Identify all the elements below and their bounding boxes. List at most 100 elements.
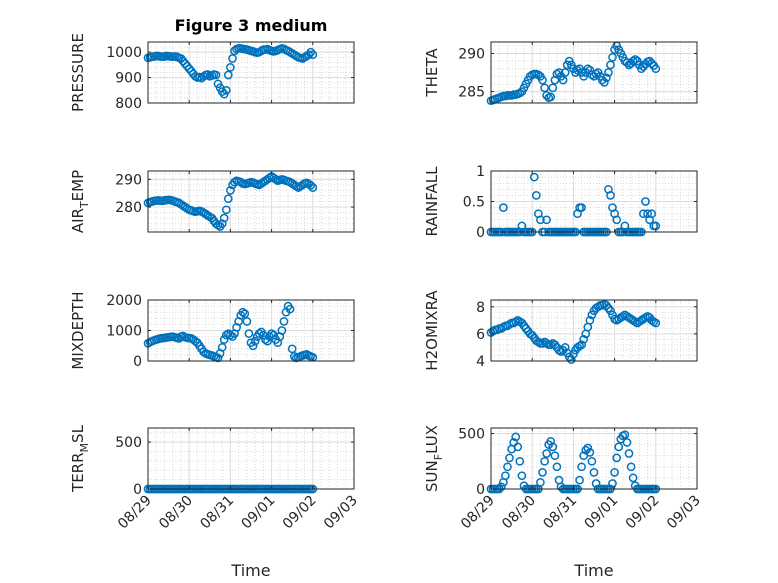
data-point xyxy=(612,215,622,225)
data-point xyxy=(517,471,527,481)
data-point xyxy=(217,219,227,229)
data-point xyxy=(577,340,586,350)
y-tick-label: 0.5 xyxy=(463,195,485,211)
data-point xyxy=(651,64,661,74)
data-point xyxy=(560,68,570,77)
data-point xyxy=(599,78,609,87)
data-point xyxy=(267,329,276,338)
data-point xyxy=(263,336,272,346)
y-tick-label: 0 xyxy=(476,225,485,241)
data-point xyxy=(238,307,248,317)
data-point xyxy=(647,209,657,219)
data-point xyxy=(223,194,233,204)
data-point xyxy=(250,336,260,346)
subplot-3: 280 290 AIRTEMP xyxy=(69,170,355,233)
data-point xyxy=(511,432,521,442)
data-point xyxy=(612,453,622,463)
subplot-1: 800 900 1000 PRESSURE xyxy=(69,33,355,112)
y-axis-label: RAINFALL xyxy=(423,166,441,237)
y-tick-label: 280 xyxy=(115,200,142,216)
data-point xyxy=(184,64,194,74)
data-point xyxy=(566,355,576,364)
data-point xyxy=(550,451,560,461)
y-tick-label: 1000 xyxy=(106,45,142,61)
data-point xyxy=(614,442,624,452)
y-axis-label: TERRMSL xyxy=(69,424,91,493)
data-point xyxy=(226,63,235,72)
data-point xyxy=(606,191,615,200)
axes-box xyxy=(490,299,698,362)
data-point xyxy=(540,83,549,93)
data-point xyxy=(542,215,551,225)
data-point xyxy=(289,352,299,361)
y-tick-label: 0 xyxy=(476,482,485,498)
y-axis-label: H2OMIXRA xyxy=(423,290,441,371)
data-point xyxy=(203,70,213,79)
x-axis-label-left: Time xyxy=(230,561,270,580)
data-point xyxy=(180,59,190,68)
axes-box xyxy=(147,427,355,490)
data-point xyxy=(597,75,607,85)
data-point xyxy=(604,68,613,77)
data-point xyxy=(536,477,545,487)
axes-box xyxy=(490,427,698,490)
data-point xyxy=(608,310,617,320)
y-tick-label: 290 xyxy=(458,46,485,62)
data-point xyxy=(529,172,539,182)
data-point xyxy=(308,183,318,192)
data-point xyxy=(546,436,556,446)
data-point xyxy=(226,330,235,340)
data-point xyxy=(254,329,264,338)
data-point xyxy=(531,191,541,200)
data-point xyxy=(610,468,619,477)
data-point xyxy=(558,75,568,85)
data-point xyxy=(577,203,586,212)
data-point xyxy=(542,91,551,100)
data-point xyxy=(503,462,512,472)
data-point xyxy=(585,448,595,457)
data-point xyxy=(647,59,657,68)
data-point xyxy=(279,317,289,326)
data-point xyxy=(515,456,525,466)
data-point xyxy=(304,50,314,60)
data-point xyxy=(577,462,586,472)
subplot-4: 0 0.5 1 RAINFALL xyxy=(423,164,698,241)
data-point xyxy=(548,83,558,93)
y-axis-label: PRESSURE xyxy=(69,33,87,112)
data-point xyxy=(583,64,593,74)
data-point xyxy=(534,70,543,80)
data-point xyxy=(513,442,523,452)
data-point xyxy=(259,330,268,340)
data-point xyxy=(622,58,632,67)
data-point xyxy=(306,181,316,190)
y-tick-label: 1000 xyxy=(106,324,142,340)
y-tick-label: 8 xyxy=(476,300,485,316)
data-point xyxy=(538,468,547,477)
data-point xyxy=(585,65,595,75)
y-tick-label: 900 xyxy=(115,71,142,87)
data-point xyxy=(606,306,615,316)
data-point xyxy=(219,335,229,344)
data-point xyxy=(630,55,640,64)
data-point xyxy=(583,443,593,453)
data-point xyxy=(591,479,601,488)
data-point xyxy=(501,471,510,481)
data-point xyxy=(606,60,615,70)
data-point xyxy=(248,341,258,351)
y-tick-label: 2000 xyxy=(106,293,142,309)
data-point xyxy=(548,442,558,452)
data-point xyxy=(628,56,638,66)
subplot-2: 285 290 THETA xyxy=(423,41,698,106)
data-point xyxy=(496,482,506,492)
data-point xyxy=(546,92,556,102)
data-point xyxy=(219,213,229,223)
data-point xyxy=(624,449,634,458)
data-point xyxy=(639,209,648,219)
data-point xyxy=(515,88,525,98)
data-point xyxy=(242,317,252,326)
data-point xyxy=(602,73,611,83)
data-point xyxy=(575,341,584,351)
y-axis-label: AIRTEMP xyxy=(69,170,91,233)
data-point xyxy=(228,54,237,63)
data-point xyxy=(626,462,636,472)
